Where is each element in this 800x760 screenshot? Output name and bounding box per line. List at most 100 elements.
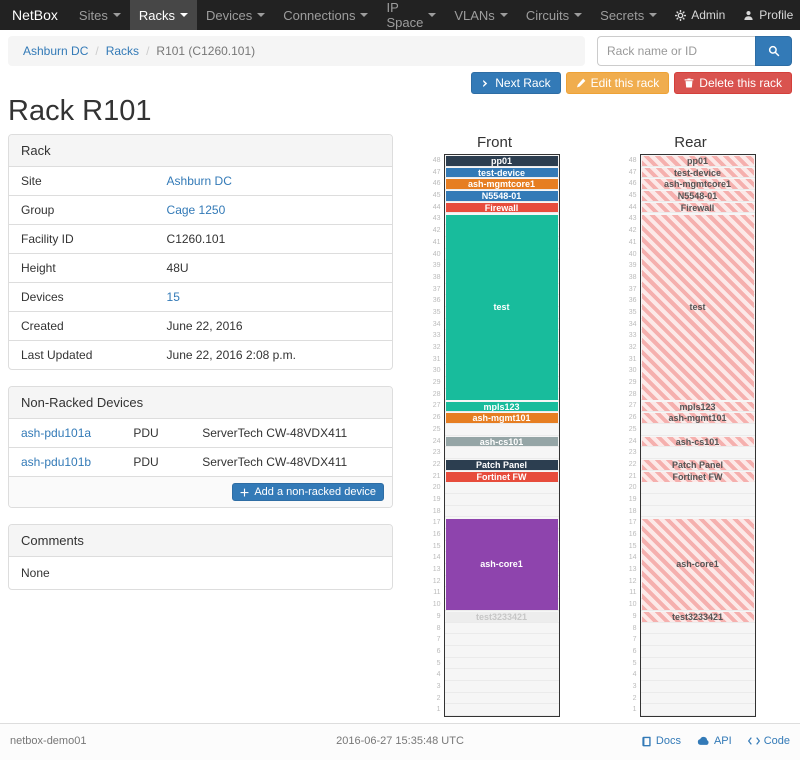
nav-item-ip-space[interactable]: IP Space: [377, 0, 445, 30]
rear-unit-3[interactable]: [640, 680, 755, 693]
rear-unit-5[interactable]: [640, 657, 755, 670]
nav-item-circuits[interactable]: Circuits: [517, 0, 591, 30]
front-unit-18[interactable]: [444, 505, 559, 518]
footer-link-api[interactable]: API: [697, 735, 732, 747]
front-device-test[interactable]: test: [445, 214, 558, 400]
front-unit-6[interactable]: [444, 645, 559, 658]
nav-item-connections[interactable]: Connections: [274, 0, 377, 30]
brand-link[interactable]: NetBox: [12, 7, 58, 23]
nav-item-racks[interactable]: Racks: [129, 0, 197, 30]
front-device-patch-panel[interactable]: Patch Panel: [445, 460, 558, 470]
elevation-title-rear: Rear: [674, 134, 707, 151]
pencil-icon: [576, 78, 586, 88]
unit-number: 9: [436, 612, 441, 620]
front-device-test-device[interactable]: test-device: [445, 167, 558, 178]
rear-unit-2[interactable]: [640, 692, 755, 705]
nav-item-devices[interactable]: Devices: [197, 0, 274, 30]
unit-number: 48: [628, 157, 637, 164]
attr-value-link[interactable]: 15: [166, 290, 180, 304]
nav-item-profile[interactable]: Profile: [734, 0, 800, 30]
front-unit-5[interactable]: [444, 657, 559, 670]
front-device-ash-mgmtcore1[interactable]: ash-mgmtcore1: [445, 179, 558, 190]
unit-number: 13: [628, 566, 637, 574]
rear-device-test3233421[interactable]: test3233421: [641, 612, 754, 622]
rear-device-pp01[interactable]: pp01: [641, 156, 754, 166]
front-unit-23[interactable]: [444, 447, 559, 459]
rear-unit-18[interactable]: [640, 505, 755, 518]
attr-label: Created: [9, 311, 155, 341]
rear-unit-19[interactable]: [640, 493, 755, 506]
attr-value-link[interactable]: Cage 1250: [166, 203, 226, 217]
breadcrumb-racks[interactable]: Racks: [105, 44, 140, 58]
front-unit-3[interactable]: [444, 680, 559, 693]
next-rack-button[interactable]: Next Rack: [471, 72, 561, 94]
front-unit-25[interactable]: [444, 423, 559, 436]
front-device-test3233421[interactable]: test3233421: [445, 612, 558, 622]
front-unit-8[interactable]: [444, 622, 559, 635]
device-link[interactable]: ash-pdu101b: [21, 455, 92, 469]
edit-rack-button[interactable]: Edit this rack: [565, 72, 670, 94]
rear-unit-6[interactable]: [640, 645, 755, 658]
front-device-n5548-01[interactable]: N5548-01: [445, 191, 558, 201]
rear-device-mpls123[interactable]: mpls123: [641, 401, 754, 412]
footer-link-code[interactable]: Code: [747, 735, 790, 747]
rear-device-n5548-01[interactable]: N5548-01: [641, 191, 754, 201]
rear-device-ash-cs101[interactable]: ash-cs101: [641, 436, 754, 447]
front-device-mpls123[interactable]: mpls123: [445, 401, 558, 412]
add-non-racked-device-button[interactable]: Add a non-racked device: [232, 483, 384, 501]
left-column: Rack Site Ashburn DC Group Cage 1250 Facilit…: [8, 134, 393, 606]
rear-unit-8[interactable]: [640, 622, 755, 635]
front-device-fortinet-fw[interactable]: Fortinet FW: [445, 471, 558, 482]
rear-unit-25[interactable]: [640, 423, 755, 436]
front-device-ash-cs101[interactable]: ash-cs101: [445, 436, 558, 447]
breadcrumb-row: Ashburn DC Racks R101 (C1260.101): [8, 36, 792, 66]
rear-device-fortinet-fw[interactable]: Fortinet FW: [641, 471, 754, 482]
front-unit-7[interactable]: [444, 634, 559, 646]
footer-link-docs[interactable]: Docs: [641, 735, 681, 747]
rear-device-ash-core1[interactable]: ash-core1: [641, 518, 754, 611]
rear-device-test[interactable]: test: [641, 214, 754, 400]
front-device-ash-core1[interactable]: ash-core1: [445, 518, 558, 611]
rear-device-patch-panel[interactable]: Patch Panel: [641, 460, 754, 470]
attr-label: Height: [9, 253, 155, 283]
delete-rack-button[interactable]: Delete this rack: [674, 72, 792, 94]
front-device-firewall[interactable]: Firewall: [445, 202, 558, 213]
device-type-cell: ServerTech CW-48VDX411: [202, 426, 348, 440]
nav-item-admin[interactable]: Admin: [666, 0, 734, 30]
nav-item-sites[interactable]: Sites: [70, 0, 130, 30]
attr-value-link[interactable]: Ashburn DC: [166, 174, 232, 188]
front-unit-19[interactable]: [444, 493, 559, 506]
front-unit-20[interactable]: [444, 482, 559, 494]
rack-attr-row-facility-id: Facility ID C1260.101: [9, 224, 392, 254]
unit-number: 20: [432, 484, 441, 492]
nav-item-secrets[interactable]: Secrets: [591, 0, 666, 30]
chevron-down-icon: [428, 13, 437, 17]
rear-unit-20[interactable]: [640, 482, 755, 494]
unit-number: 32: [628, 344, 637, 351]
rear-unit-7[interactable]: [640, 634, 755, 646]
unit-number: 29: [628, 379, 637, 387]
front-device-ash-mgmt101[interactable]: ash-mgmt101: [445, 413, 558, 424]
rear-unit-23[interactable]: [640, 447, 755, 459]
nav-item-label: Profile: [759, 8, 794, 22]
breadcrumb-ashburn-dc[interactable]: Ashburn DC: [23, 44, 89, 58]
rear-device-firewall[interactable]: Firewall: [641, 202, 754, 213]
device-role-cell: PDU: [121, 447, 191, 476]
unit-number: 14: [628, 554, 637, 562]
front-unit-2[interactable]: [444, 692, 559, 705]
rear-device-ash-mgmt101[interactable]: ash-mgmt101: [641, 413, 754, 424]
rear-device-ash-mgmtcore1[interactable]: ash-mgmtcore1: [641, 179, 754, 190]
rear-device-test-device[interactable]: test-device: [641, 167, 754, 178]
rear-unit-4[interactable]: [640, 669, 755, 681]
rear-unit-1[interactable]: [640, 704, 755, 716]
front-unit-4[interactable]: [444, 669, 559, 681]
rack-attr-row-site: Site Ashburn DC: [9, 167, 392, 196]
front-device-pp01[interactable]: pp01: [445, 156, 558, 166]
search-input[interactable]: [597, 36, 755, 66]
search-button[interactable]: [755, 36, 792, 66]
edit-rack-label: Edit this rack: [590, 76, 660, 90]
device-link[interactable]: ash-pdu101a: [21, 426, 92, 440]
unit-number: 15: [628, 542, 637, 550]
nav-item-vlans[interactable]: VLANs: [445, 0, 516, 30]
front-unit-1[interactable]: [444, 704, 559, 716]
